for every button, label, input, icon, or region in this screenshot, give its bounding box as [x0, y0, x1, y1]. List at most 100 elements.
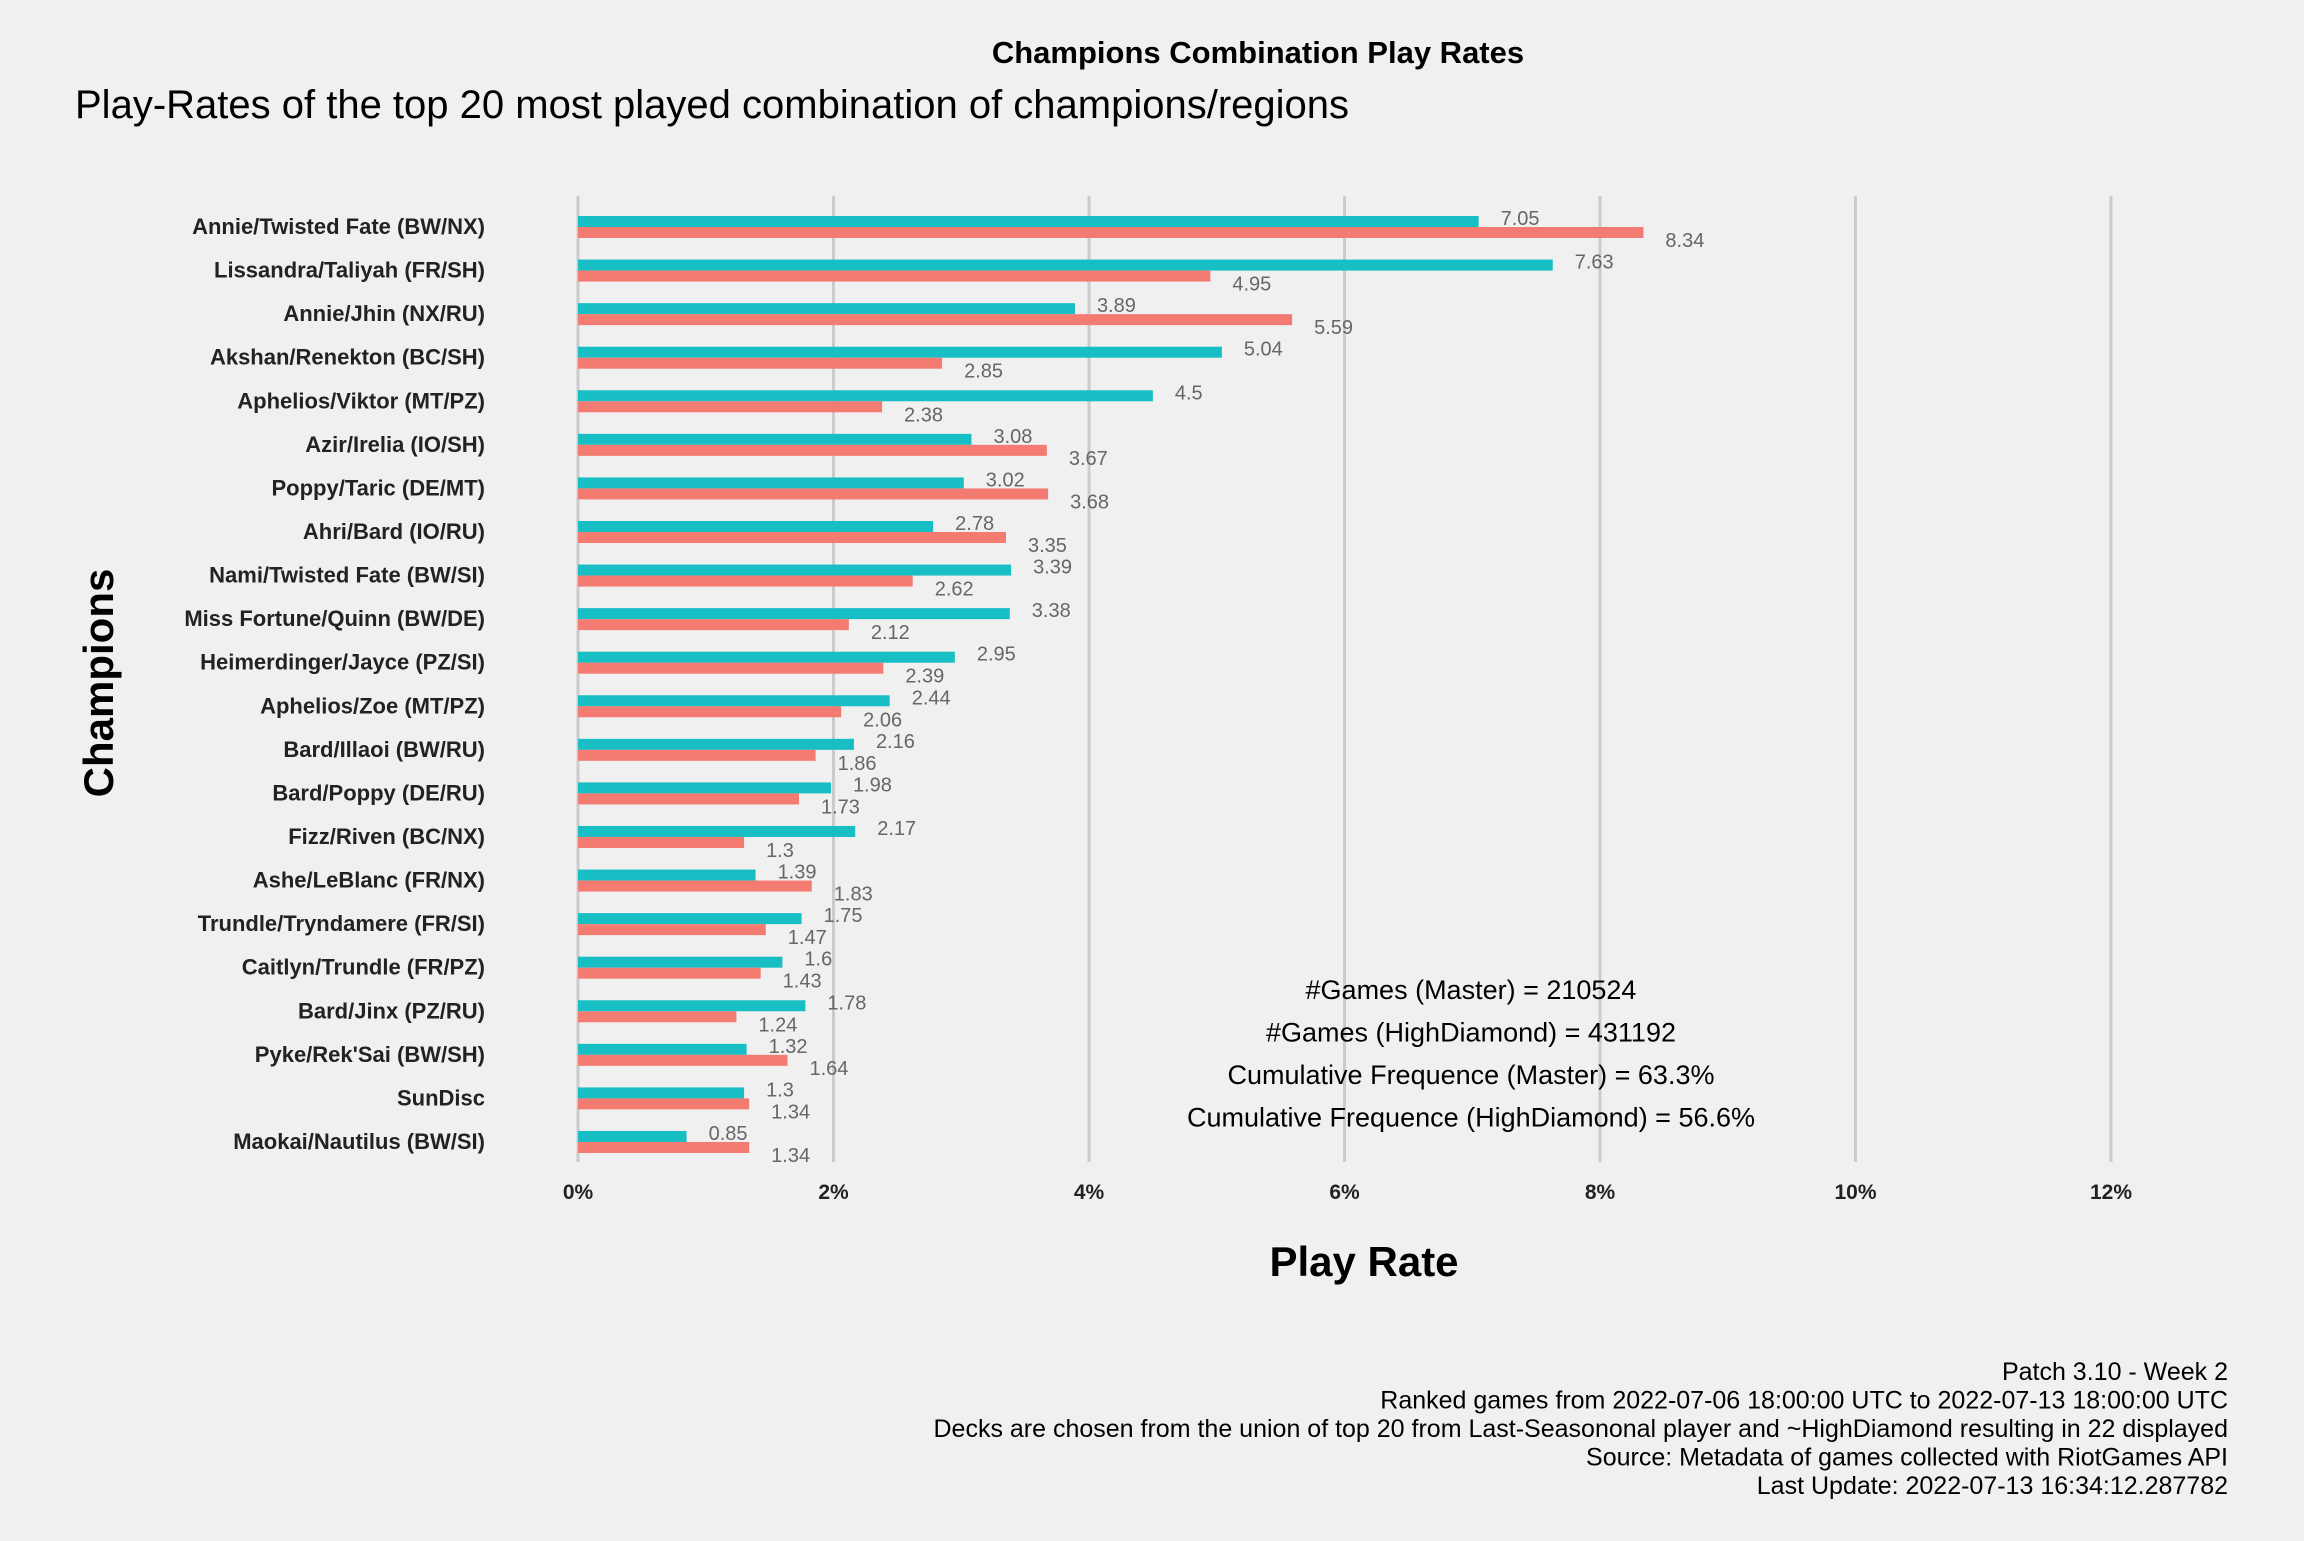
caption-line: Source: Metadata of games collected with… — [1586, 1444, 2228, 1472]
x-tick-labels: 0% 2% 4% 6% 8% 10% 12% — [563, 1181, 2133, 1204]
bar-series-2 — [578, 575, 913, 587]
data-label: 3.89 — [1097, 295, 1136, 317]
chart-title: Champions Combination Play Rates — [992, 35, 1524, 70]
data-label: 1.3 — [766, 840, 794, 862]
bar-series-1 — [578, 433, 972, 445]
category-label: Ashe/LeBlanc (FR/NX) — [253, 868, 485, 893]
category-label: Lissandra/Taliyah (FR/SH) — [214, 258, 485, 283]
category-label: Ahri/Bard (IO/RU) — [303, 519, 485, 544]
x-tick-label: 10% — [1834, 1181, 1876, 1204]
bar-series-1 — [578, 869, 756, 881]
data-label: 2.39 — [905, 666, 944, 688]
category-label: Pyke/Rek'Sai (BW/SH) — [255, 1042, 485, 1067]
x-tick-label: 12% — [2090, 1181, 2132, 1204]
data-label: 7.63 — [1575, 252, 1614, 274]
data-label: 1.83 — [834, 884, 873, 906]
bar-series-1 — [578, 303, 1075, 315]
data-label: 2.12 — [871, 622, 910, 644]
category-label: Bard/Poppy (DE/RU) — [272, 780, 485, 805]
bar-series-1 — [578, 346, 1222, 358]
category-label: Nami/Twisted Fate (BW/SI) — [209, 563, 485, 588]
data-label: 2.06 — [863, 709, 902, 731]
category-label: Annie/Twisted Fate (BW/NX) — [192, 214, 485, 239]
category-label: Fizz/Riven (BC/NX) — [288, 824, 485, 849]
data-label: 1.75 — [824, 905, 863, 927]
bar-series-1 — [578, 390, 1153, 402]
data-label: 3.67 — [1069, 448, 1108, 470]
x-tick-label: 2% — [818, 1181, 849, 1204]
data-label: 2.85 — [964, 361, 1003, 383]
data-label: 2.78 — [955, 513, 994, 535]
bar-series-1 — [578, 216, 1479, 227]
data-label: 2.16 — [876, 731, 915, 753]
data-label: 2.17 — [877, 818, 916, 840]
annotation: Cumulative Frequence (HighDiamond) = 56.… — [1187, 1103, 1755, 1133]
bar-series-2 — [578, 749, 816, 761]
bar-series-1 — [578, 738, 854, 750]
bars — [578, 216, 1644, 1153]
data-label: 1.6 — [804, 949, 832, 971]
data-label: 3.68 — [1070, 491, 1109, 513]
bar-series-2 — [578, 662, 884, 674]
bar-series-1 — [578, 1087, 745, 1099]
data-label: 3.39 — [1033, 557, 1072, 579]
data-label: 3.38 — [1032, 600, 1071, 622]
category-label: Azir/Irelia (IO/SH) — [305, 432, 485, 457]
data-label: 0.85 — [709, 1123, 748, 1145]
bar-series-2 — [578, 706, 842, 718]
data-label: 3.08 — [993, 426, 1032, 448]
data-label: 1.73 — [821, 796, 860, 818]
data-label: 7.05 — [1501, 208, 1540, 230]
annotation: #Games (Master) = 210524 — [1306, 975, 1637, 1005]
bar-series-1 — [578, 259, 1553, 271]
data-label: 2.62 — [935, 579, 974, 601]
chart-subtitle: Play-Rates of the top 20 most played com… — [75, 83, 1349, 127]
bar-series-2 — [578, 314, 1293, 326]
bar-series-1 — [578, 520, 934, 532]
category-label: Trundle/Tryndamere (FR/SI) — [198, 911, 485, 936]
category-label: Aphelios/Zoe (MT/PZ) — [260, 693, 485, 718]
data-label: 4.95 — [1232, 274, 1271, 296]
bar-series-2 — [578, 444, 1047, 456]
bar-series-2 — [578, 880, 812, 892]
data-label: 1.98 — [853, 774, 892, 796]
data-label: 2.95 — [977, 644, 1016, 666]
data-label: 5.59 — [1314, 317, 1353, 339]
bar-series-1 — [578, 825, 856, 837]
data-label: 1.43 — [783, 971, 822, 993]
bar-series-2 — [578, 357, 943, 369]
category-label: Bard/Illaoi (BW/RU) — [283, 737, 485, 762]
data-label: 1.34 — [771, 1101, 810, 1123]
data-label: 3.02 — [986, 469, 1025, 491]
annotations: #Games (Master) = 210524 #Games (HighDiam… — [1187, 975, 1755, 1133]
bar-series-1 — [578, 695, 890, 707]
bar-series-2 — [578, 531, 1006, 543]
data-label: 1.24 — [758, 1014, 797, 1036]
category-label: Heimerdinger/Jayce (PZ/SI) — [200, 650, 485, 675]
data-label: 8.34 — [1665, 230, 1704, 252]
caption-line: Ranked games from 2022-07-06 18:00:00 UT… — [1380, 1387, 2228, 1415]
bar-series-1 — [578, 1043, 747, 1055]
category-label: Bard/Jinx (PZ/RU) — [298, 998, 485, 1023]
caption-line: Decks are chosen from the union of top 2… — [933, 1415, 2228, 1443]
bar-series-2 — [578, 227, 1644, 238]
bar-series-1 — [578, 564, 1012, 576]
bar-series-2 — [578, 488, 1049, 500]
data-label: 1.34 — [771, 1145, 810, 1167]
category-label: Annie/Jhin (NX/RU) — [283, 301, 485, 326]
bar-series-2 — [578, 270, 1211, 282]
category-label: Akshan/Renekton (BC/SH) — [210, 345, 485, 370]
bar-series-1 — [578, 1130, 687, 1142]
annotation: Cumulative Frequence (Master) = 63.3% — [1228, 1060, 1715, 1090]
data-label: 5.04 — [1244, 339, 1283, 361]
bar-series-2 — [578, 924, 766, 936]
data-label: 1.3 — [766, 1079, 794, 1101]
x-tick-label: 8% — [1585, 1181, 1616, 1204]
data-label: 3.35 — [1028, 535, 1067, 557]
bar-series-2 — [578, 793, 800, 805]
bar-series-2 — [578, 1141, 750, 1153]
data-label: 1.47 — [788, 927, 827, 949]
